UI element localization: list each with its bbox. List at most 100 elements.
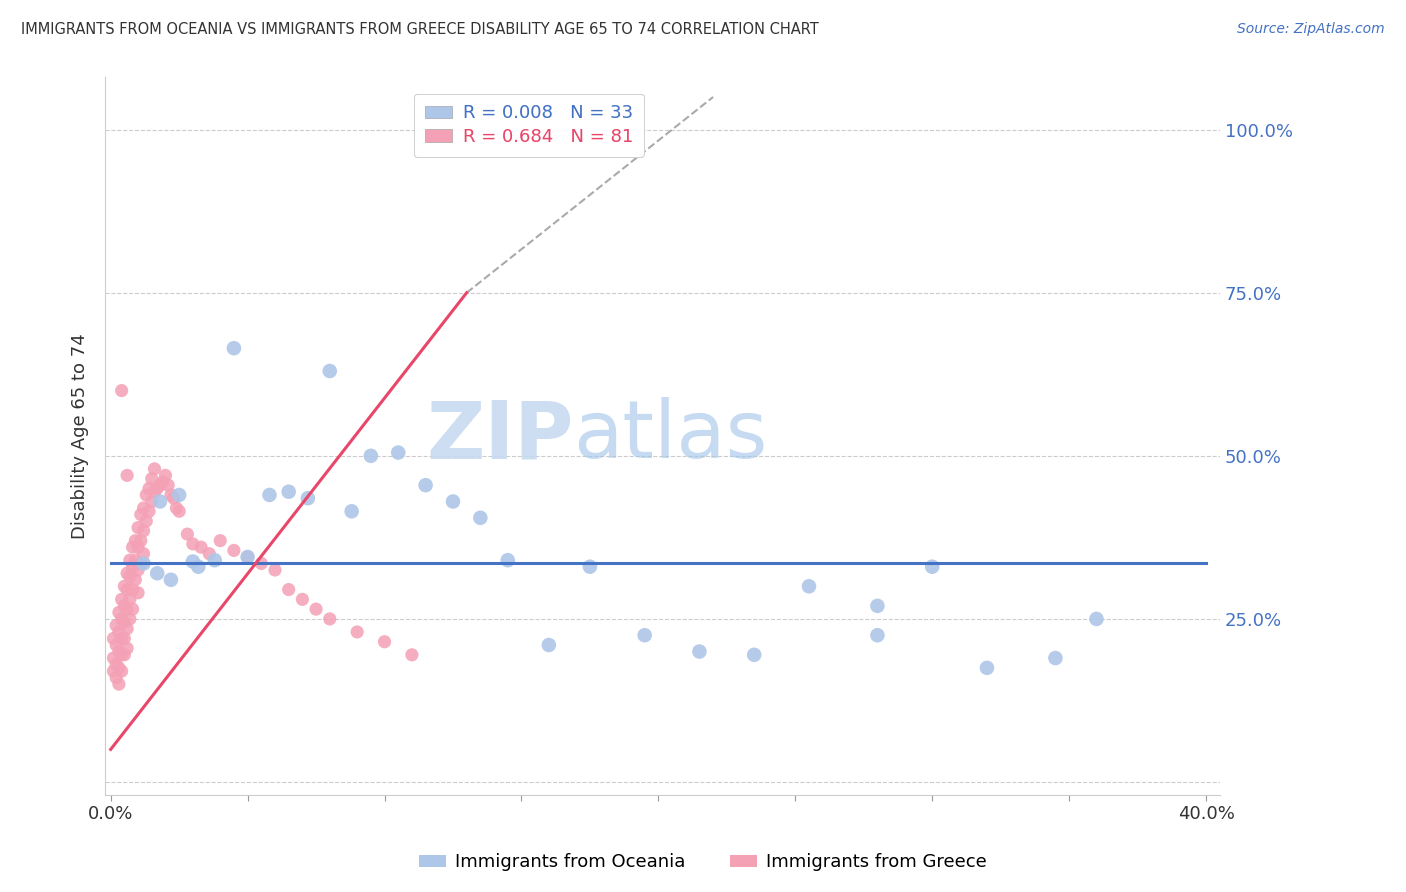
Point <box>190 540 212 554</box>
Point <box>141 472 163 486</box>
Point <box>250 557 273 571</box>
Point <box>634 628 657 642</box>
Point <box>470 510 492 524</box>
Point <box>127 540 149 554</box>
Point <box>121 540 143 554</box>
Point <box>305 602 328 616</box>
Point <box>277 484 299 499</box>
Point <box>146 566 169 581</box>
Point <box>138 504 160 518</box>
Point <box>157 478 180 492</box>
Point <box>118 569 141 583</box>
Point <box>121 602 143 616</box>
Point <box>138 482 160 496</box>
Legend: Immigrants from Oceania, Immigrants from Greece: Immigrants from Oceania, Immigrants from… <box>412 847 994 879</box>
Point <box>111 384 134 398</box>
Point <box>155 468 177 483</box>
Point <box>108 644 131 658</box>
Point <box>415 478 437 492</box>
Point <box>132 524 155 538</box>
Point <box>152 475 174 489</box>
Point <box>187 559 209 574</box>
Point <box>222 341 245 355</box>
Point <box>105 618 128 632</box>
Text: Source: ZipAtlas.com: Source: ZipAtlas.com <box>1237 22 1385 37</box>
Point <box>264 563 287 577</box>
Point <box>496 553 519 567</box>
Point <box>181 537 204 551</box>
Point <box>866 628 889 642</box>
Point <box>105 638 128 652</box>
Point <box>111 612 134 626</box>
Text: IMMIGRANTS FROM OCEANIA VS IMMIGRANTS FROM GREECE DISABILITY AGE 65 TO 74 CORREL: IMMIGRANTS FROM OCEANIA VS IMMIGRANTS FR… <box>21 22 818 37</box>
Point <box>118 612 141 626</box>
Point <box>112 579 135 593</box>
Point <box>112 632 135 646</box>
Point <box>127 520 149 534</box>
Point <box>112 615 135 630</box>
Point <box>132 547 155 561</box>
Point <box>121 582 143 597</box>
Point <box>204 553 226 567</box>
Point <box>118 553 141 567</box>
Point <box>127 563 149 577</box>
Point <box>108 606 131 620</box>
Point <box>129 557 152 571</box>
Point <box>141 494 163 508</box>
Point <box>579 559 602 574</box>
Text: atlas: atlas <box>574 397 768 475</box>
Point <box>105 671 128 685</box>
Point <box>167 504 190 518</box>
Point <box>108 677 131 691</box>
Point <box>222 543 245 558</box>
Point <box>259 488 281 502</box>
Point <box>121 559 143 574</box>
Point <box>105 657 128 672</box>
Point <box>373 634 395 648</box>
Point <box>112 599 135 613</box>
Point <box>143 462 166 476</box>
Point <box>103 664 125 678</box>
Point <box>108 624 131 639</box>
Point <box>160 488 183 502</box>
Point <box>103 632 125 646</box>
Point <box>143 484 166 499</box>
Point <box>124 533 146 548</box>
Point <box>115 641 138 656</box>
Point <box>115 468 138 483</box>
Point <box>360 449 382 463</box>
Point <box>976 661 998 675</box>
Point <box>198 547 221 561</box>
Point <box>124 553 146 567</box>
Point <box>127 586 149 600</box>
Point <box>115 582 138 597</box>
Y-axis label: Disability Age 65 to 74: Disability Age 65 to 74 <box>72 334 89 539</box>
Point <box>135 514 157 528</box>
Point <box>291 592 314 607</box>
Point <box>866 599 889 613</box>
Point <box>115 602 138 616</box>
Legend: R = 0.008   N = 33, R = 0.684   N = 81: R = 0.008 N = 33, R = 0.684 N = 81 <box>413 94 644 157</box>
Point <box>149 478 172 492</box>
Point <box>132 501 155 516</box>
Point <box>115 622 138 636</box>
Point <box>135 488 157 502</box>
Point <box>163 491 186 506</box>
Point <box>181 554 204 568</box>
Point <box>797 579 820 593</box>
Text: ZIP: ZIP <box>426 397 574 475</box>
Point <box>118 592 141 607</box>
Point <box>346 624 368 639</box>
Point <box>401 648 423 662</box>
Point <box>176 527 198 541</box>
Point <box>111 648 134 662</box>
Point <box>149 494 172 508</box>
Point <box>236 549 259 564</box>
Point <box>209 533 232 548</box>
Point <box>146 482 169 496</box>
Point <box>115 566 138 581</box>
Point <box>124 573 146 587</box>
Point <box>387 445 409 459</box>
Point <box>742 648 765 662</box>
Point <box>165 501 187 516</box>
